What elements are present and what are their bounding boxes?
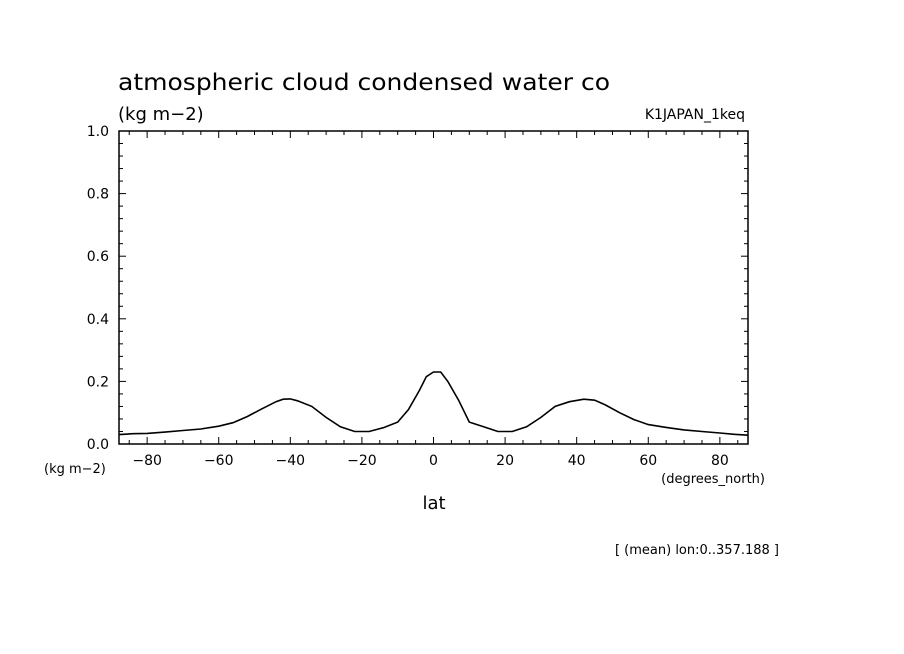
- x-tick-label: 60: [639, 453, 657, 469]
- x-tick-label: −80: [132, 453, 162, 469]
- x-tick-label: 80: [711, 453, 729, 469]
- x-tick-label: 40: [568, 453, 586, 469]
- axis-ticks: [119, 130, 748, 445]
- series-line: [118, 371, 749, 436]
- plot-frame: [118, 130, 749, 445]
- x-tick-label: −60: [204, 453, 234, 469]
- x-tick-label: 20: [496, 453, 514, 469]
- chart-title: atmospheric cloud condensed water co: [118, 70, 610, 96]
- y-tick-label: 0.2: [87, 374, 109, 390]
- x-tick-label: 0: [429, 453, 438, 469]
- y-axis-unit: (kg m−2): [44, 462, 106, 477]
- y-tick-label: 0.4: [87, 312, 109, 328]
- run-label: K1JAPAN_1keq: [645, 107, 745, 123]
- footnote: [ (mean) lon:0..357.188 ]: [615, 543, 779, 558]
- chart-unit-label: (kg m−2): [118, 104, 204, 125]
- y-tick-label: 0.6: [87, 249, 109, 265]
- tick-labels: −80 −60 −40 −20 0 20 40 60 80 0.0 0.2 0.4 0.6 0.8 1.0: [87, 124, 729, 469]
- x-tick-label: −20: [347, 453, 377, 469]
- y-tick-label: 0.8: [87, 187, 109, 203]
- x-axis-label: lat: [422, 493, 445, 514]
- y-tick-label: 0.0: [87, 437, 109, 453]
- x-tick-label: −40: [276, 453, 306, 469]
- y-tick-label: 1.0: [87, 124, 109, 140]
- x-axis-unit: (degrees_north): [661, 472, 765, 487]
